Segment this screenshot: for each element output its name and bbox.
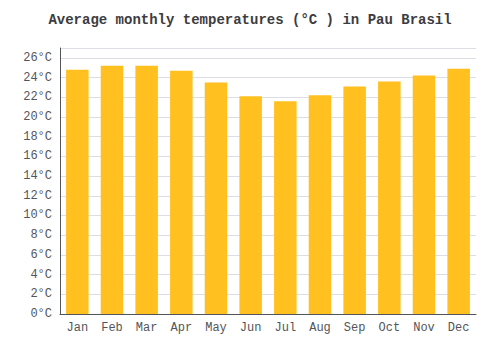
svg-text:12°C: 12°C (23, 189, 52, 203)
svg-text:26°C: 26°C (23, 51, 52, 65)
svg-text:20°C: 20°C (23, 110, 52, 124)
svg-text:Jan: Jan (67, 321, 89, 335)
svg-text:Jul: Jul (275, 321, 297, 335)
svg-text:22°C: 22°C (23, 90, 52, 104)
svg-text:Nov: Nov (413, 321, 435, 335)
svg-text:8°C: 8°C (30, 228, 52, 242)
svg-text:Average monthly temperatures (: Average monthly temperatures (°C ) in Pa… (48, 12, 451, 28)
svg-text:May: May (205, 321, 227, 335)
svg-text:4°C: 4°C (30, 268, 52, 282)
svg-text:14°C: 14°C (23, 169, 52, 183)
svg-text:10°C: 10°C (23, 208, 52, 222)
svg-text:Apr: Apr (171, 321, 193, 335)
svg-text:18°C: 18°C (23, 130, 52, 144)
svg-text:16°C: 16°C (23, 149, 52, 163)
svg-text:0°C: 0°C (30, 307, 52, 321)
svg-text:Jun: Jun (240, 321, 262, 335)
svg-text:Sep: Sep (344, 321, 366, 335)
svg-text:24°C: 24°C (23, 71, 52, 85)
svg-text:Feb: Feb (101, 321, 123, 335)
svg-text:2°C: 2°C (30, 287, 52, 301)
svg-text:Mar: Mar (136, 321, 158, 335)
svg-text:Dec: Dec (448, 321, 470, 335)
svg-text:6°C: 6°C (30, 248, 52, 262)
svg-text:Oct: Oct (379, 321, 401, 335)
svg-text:Aug: Aug (309, 321, 331, 335)
